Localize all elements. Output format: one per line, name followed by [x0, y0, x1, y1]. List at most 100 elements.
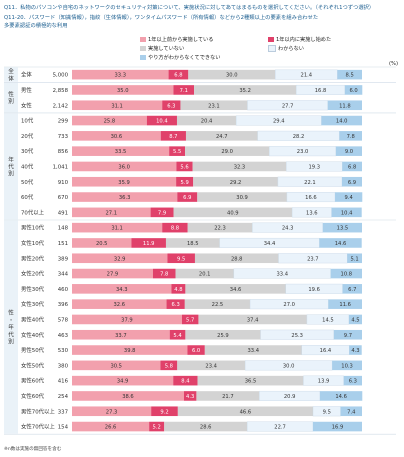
bar-segment-19-4	[332, 360, 362, 371]
row-n-5: 856	[58, 149, 69, 155]
bar-segment-7-0	[72, 176, 177, 187]
bar-segment-11-4	[319, 238, 362, 248]
row-n-14: 460	[58, 287, 69, 293]
row-n-20: 416	[58, 379, 69, 385]
data-label-11-3: 34.4	[264, 241, 276, 247]
data-label-16-4: 4.5	[351, 317, 359, 323]
bar-segment-21-2	[196, 391, 260, 401]
row-label-13: 女性20代	[21, 270, 45, 278]
data-label-13-3: 33.4	[276, 272, 288, 278]
data-label-22-0: 27.3	[106, 409, 118, 415]
bar-segment-6-0	[72, 161, 177, 172]
bar-segment-19-1	[160, 360, 178, 371]
bar-segment-2-2	[180, 100, 248, 111]
data-label-20-0: 34.9	[117, 379, 129, 385]
legend-swatch-1	[140, 37, 146, 42]
bar-segment-4-4	[339, 131, 362, 141]
row-n-8: 670	[58, 195, 69, 201]
data-label-9-0: 27.1	[106, 210, 118, 216]
data-label-23-3: 22.7	[274, 425, 286, 431]
bar-segment-22-2	[177, 406, 313, 417]
data-label-17-4: 9.7	[344, 333, 352, 339]
bar-segment-14-2	[185, 284, 286, 294]
bar-segment-21-1	[183, 391, 197, 401]
data-label-12-4: 5.1	[350, 256, 358, 262]
data-label-7-2: 29.2	[230, 180, 242, 186]
bar-segment-15-0	[72, 299, 167, 309]
question-title: Q11．私物のパソコンや自宅のネットワークのセキュリティ対策について、実施状況に…	[4, 5, 375, 11]
data-label-15-2: 22.5	[212, 302, 224, 308]
row-n-0: 5,000	[53, 73, 69, 79]
bar-segment-23-2	[164, 421, 248, 432]
bar-segment-13-1	[152, 268, 176, 279]
data-label-6-4: 6.8	[348, 164, 356, 170]
legend-swatch-2	[268, 37, 274, 42]
bar-segment-22-4	[340, 406, 362, 417]
row-label-23: 女性70代以上	[21, 423, 55, 431]
row-n-16: 578	[58, 317, 69, 323]
data-label-9-4: 10.4	[341, 210, 353, 216]
data-label-13-0: 27.9	[107, 272, 119, 278]
bar-segment-19-0	[72, 360, 161, 371]
row-n-17: 463	[58, 333, 68, 339]
group-box-0	[4, 67, 18, 82]
bar-segment-19-2	[177, 360, 246, 371]
bar-segment-22-3	[312, 406, 341, 417]
row-label-15: 女性30代	[21, 300, 45, 308]
data-label-0-4: 8.5	[346, 73, 354, 79]
legend-swatch-5	[140, 55, 146, 60]
data-label-17-2: 25.9	[217, 333, 229, 339]
data-label-1-1: 7.1	[180, 88, 188, 94]
data-label-2-1: 6.3	[167, 103, 175, 109]
data-label-3-3: 29.4	[273, 119, 285, 125]
bar-segment-10-0	[72, 222, 163, 233]
data-label-4-1: 8.7	[169, 134, 177, 140]
bar-segment-2-4	[327, 100, 362, 111]
data-label-12-1: 9.5	[177, 256, 185, 262]
data-label-12-0: 32.9	[114, 256, 126, 262]
row-label-6: 40代	[21, 162, 34, 170]
bar-segment-18-4	[349, 345, 362, 355]
bar-segment-16-3	[306, 314, 350, 325]
row-n-3: 299	[58, 119, 69, 125]
row-n-18: 530	[58, 348, 69, 354]
legend-item-2: 1年以内に実施し始めた	[268, 36, 331, 43]
data-label-11-0: 20.5	[96, 241, 108, 247]
data-label-21-1: 4.3	[186, 394, 194, 400]
row-n-15: 396	[58, 302, 69, 308]
bar-segment-5-4	[335, 146, 362, 156]
bar-segment-5-1	[169, 146, 186, 156]
row-n-6: 1,041	[53, 164, 68, 170]
data-label-17-3: 25.3	[291, 333, 303, 339]
bar-segment-8-4	[335, 192, 363, 202]
bar-segment-10-4	[322, 222, 362, 233]
legend-label-1: 1年以上前から実施している	[148, 37, 214, 43]
data-label-15-0: 32.6	[113, 302, 125, 308]
bar-segment-0-2	[188, 69, 276, 80]
data-label-15-3: 27.0	[283, 302, 295, 308]
bar-segment-8-0	[72, 192, 178, 202]
group-label-3: 性・年代別	[8, 309, 14, 346]
row-label-10: 男性10代	[21, 224, 45, 232]
data-label-8-4: 9.4	[345, 195, 354, 201]
bar-segment-9-1	[150, 207, 174, 218]
data-label-18-1: 6.0	[192, 348, 200, 354]
bar-segment-12-0	[72, 253, 168, 264]
bar-segment-21-0	[72, 391, 184, 401]
data-label-3-2: 20.4	[201, 119, 213, 125]
data-label-8-1: 6.9	[183, 195, 191, 201]
data-label-5-4: 9.0	[345, 149, 353, 155]
data-label-14-0: 34.3	[116, 287, 128, 293]
bar-segment-16-1	[181, 314, 199, 325]
bar-segment-9-0	[72, 207, 151, 218]
bar-segment-3-1	[146, 115, 177, 126]
bar-segment-13-4	[330, 268, 362, 279]
data-label-5-3: 23.0	[297, 149, 309, 155]
row-n-11: 151	[58, 241, 68, 247]
row-label-0: 全体	[21, 71, 32, 79]
bar-segment-18-2	[204, 345, 302, 355]
row-n-21: 254	[58, 394, 69, 400]
data-label-21-0: 38.6	[122, 394, 134, 400]
bar-segment-7-4	[341, 176, 362, 187]
legend-label-2: 1年以内に実施し始めた	[276, 37, 332, 43]
